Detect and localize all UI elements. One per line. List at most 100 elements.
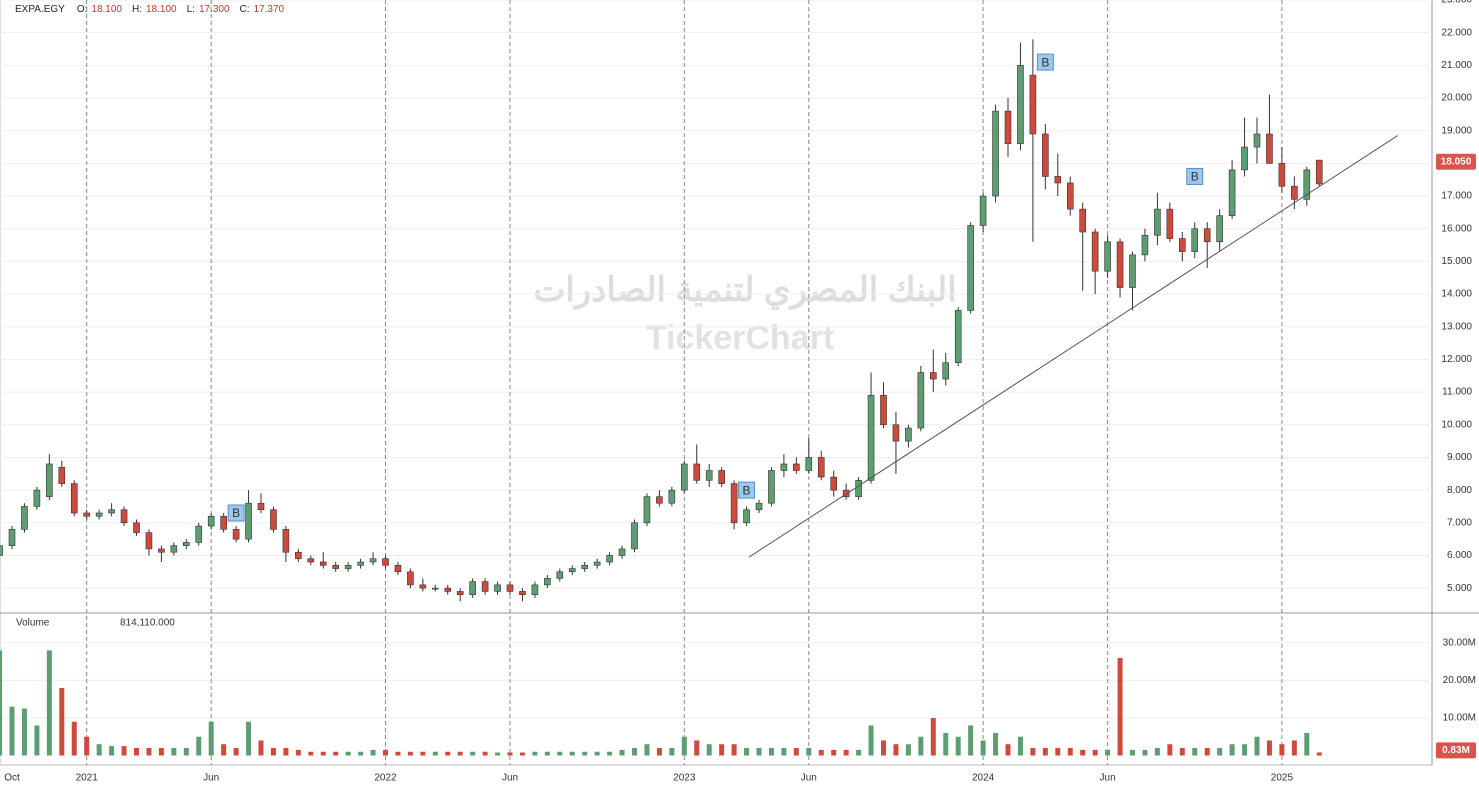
volume-bar — [46, 650, 52, 756]
candle-body — [70, 483, 78, 514]
y-tick-label: 5.000 — [1447, 583, 1472, 594]
candle-body — [145, 532, 153, 550]
candle-body — [494, 584, 501, 592]
candle-body — [83, 512, 90, 517]
candle-body — [0, 545, 3, 556]
signal-label: B — [1191, 170, 1199, 184]
watermark: البنك المصري لتنمية الصادرات — [533, 271, 956, 310]
volume-bar — [744, 747, 750, 756]
candle-body — [95, 512, 103, 517]
candle-body — [979, 195, 987, 226]
candle-body — [531, 584, 539, 595]
candle-body — [793, 463, 800, 471]
x-tick-label: 2023 — [673, 773, 696, 784]
volume-bar — [146, 747, 152, 756]
y-tick-label: 22.000 — [1441, 27, 1472, 38]
candle-body — [344, 564, 352, 569]
candle-body — [593, 561, 601, 566]
volume-bar — [171, 747, 177, 756]
volume-bar — [569, 751, 575, 756]
volume-bar — [1130, 749, 1135, 756]
volume-bar — [1142, 749, 1148, 756]
candle-body — [419, 584, 427, 589]
volume-bar — [1242, 744, 1248, 756]
volume-bar — [806, 747, 812, 756]
candle-body — [656, 496, 663, 504]
watermark: TickerChart — [646, 319, 834, 357]
candle-body — [755, 502, 763, 511]
candle-body — [1079, 208, 1086, 233]
candle-body — [270, 509, 277, 530]
volume-bar — [221, 744, 227, 756]
candle-body — [33, 489, 41, 507]
volume-bar — [1067, 747, 1073, 756]
signal-label: B — [743, 483, 751, 497]
x-tick-label: Oct — [4, 773, 20, 784]
volume-bar — [383, 749, 388, 756]
candle-body — [332, 564, 340, 569]
candle-body — [954, 310, 962, 363]
y-tick-label: 10.00M — [1443, 713, 1476, 724]
candle-body — [319, 561, 327, 566]
volume-bar — [420, 751, 426, 756]
ohlc-value: 17.370 — [253, 4, 285, 15]
candle-body — [444, 587, 452, 592]
candle-body — [643, 496, 651, 524]
y-tick-label: 17.000 — [1441, 191, 1472, 202]
volume-bar — [781, 747, 787, 756]
candle-body — [805, 457, 813, 471]
volume-bar — [1167, 744, 1173, 756]
volume-bar — [1080, 749, 1086, 756]
volume-bar — [544, 751, 550, 756]
candle-body — [556, 571, 564, 579]
candle-body — [631, 522, 638, 550]
x-tick-label: Jun — [502, 773, 518, 784]
ohlc-label: C: — [239, 4, 250, 15]
candle-body — [693, 463, 701, 481]
candle-body — [967, 225, 974, 311]
candle-body — [1066, 182, 1074, 210]
volume-bar — [582, 751, 588, 756]
volume-bar — [831, 749, 837, 756]
volume-bar — [1192, 747, 1198, 756]
volume-bar — [607, 751, 613, 756]
volume-bar — [918, 736, 924, 756]
volume-bar — [183, 747, 189, 756]
x-tick-label: Jun — [203, 773, 219, 784]
candle-body — [1141, 234, 1149, 256]
volume-bar — [358, 751, 364, 756]
y-tick-label: 16.000 — [1441, 223, 1472, 234]
volume-bar — [395, 751, 401, 756]
volume-title: Volume — [16, 618, 50, 629]
candle-body — [1042, 133, 1049, 177]
volume-bar — [1279, 744, 1285, 756]
candle-body — [46, 463, 53, 497]
y-tick-label: 11.000 — [1442, 387, 1472, 398]
candle-body — [1216, 215, 1223, 243]
candle-body — [481, 581, 489, 592]
volume-bar — [320, 751, 326, 756]
signal-label: B — [232, 506, 240, 520]
volume-bar — [1042, 747, 1048, 756]
candle-body — [282, 529, 290, 553]
volume-bar — [993, 732, 999, 756]
volume-bar — [893, 744, 899, 756]
candle-body — [1228, 169, 1236, 216]
x-tick-label: Jun — [801, 773, 817, 784]
volume-bar — [1154, 747, 1160, 756]
volume-bar — [955, 736, 961, 756]
volume-bar — [881, 740, 886, 756]
candle-body — [183, 542, 190, 546]
candle-body — [120, 509, 128, 524]
y-tick-label: 12.000 — [1441, 354, 1472, 365]
plot-frame — [0, 0, 1433, 766]
candle-body — [568, 568, 576, 573]
volume-bar — [818, 749, 824, 756]
candle-body — [469, 581, 476, 595]
candle-body — [1166, 208, 1174, 239]
candle-body — [942, 362, 950, 380]
volume-bar — [158, 747, 164, 756]
volume-bar — [1017, 736, 1023, 756]
volume-bar — [943, 732, 949, 756]
